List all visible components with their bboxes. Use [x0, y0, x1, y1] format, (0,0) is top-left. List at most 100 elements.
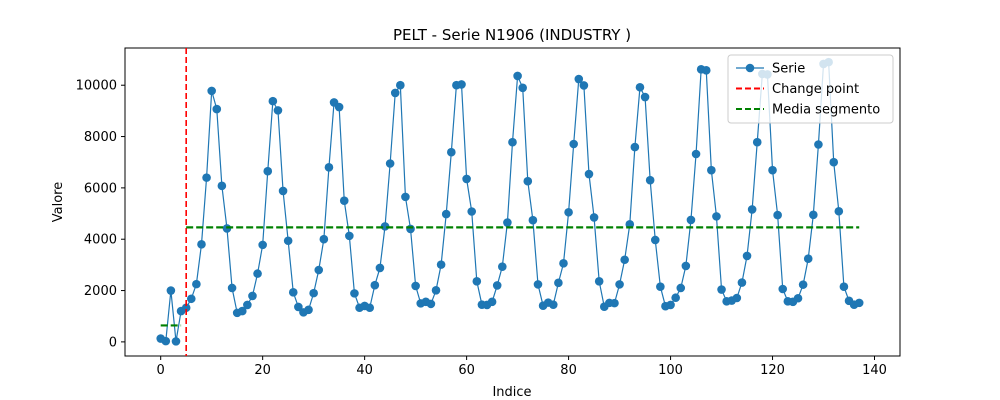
series-point [559, 259, 568, 268]
series-point [498, 262, 507, 271]
series-point [523, 176, 533, 186]
series-point [319, 234, 329, 244]
series-point [375, 263, 385, 273]
series-point [620, 255, 629, 265]
series-point [283, 236, 293, 246]
series-point [854, 298, 864, 308]
series-point [304, 305, 313, 315]
series-point [752, 137, 762, 147]
series-point [712, 212, 721, 221]
series-point [227, 283, 237, 293]
series-point [584, 169, 594, 179]
series-point [630, 142, 640, 152]
series-point [487, 297, 497, 307]
x-tick-label: 20 [254, 363, 271, 378]
series-point [778, 284, 788, 294]
series-point [380, 222, 390, 231]
series-point [528, 215, 538, 225]
x-axis: 0 20 40 60 80 100 120 140 [157, 356, 887, 378]
series-point [467, 207, 477, 216]
series-point [263, 166, 273, 176]
x-tick-label: 120 [760, 363, 785, 378]
series-point [411, 281, 420, 291]
x-axis-label: Indice [492, 385, 531, 400]
series-point [671, 293, 680, 303]
series-point [737, 278, 747, 287]
series-point [707, 165, 716, 175]
x-tick-label: 100 [658, 363, 683, 378]
series-point [513, 71, 522, 81]
series-point [681, 261, 691, 271]
series-point [370, 280, 380, 290]
y-tick-label: 10000 [76, 79, 117, 94]
series-point [181, 303, 191, 313]
series-point [457, 80, 466, 89]
series-point [579, 81, 589, 90]
series-point [656, 282, 665, 292]
legend-label: Serie [772, 62, 805, 77]
series-point [518, 83, 527, 93]
series-point [217, 181, 227, 191]
series-point [809, 210, 818, 220]
legend: Serie Change point Media segmento [727, 54, 894, 124]
series-point [385, 159, 395, 168]
series-point [635, 82, 645, 92]
series-point [615, 280, 624, 289]
series-point [288, 288, 298, 297]
series-point [401, 192, 410, 202]
x-tick-label: 40 [356, 363, 373, 378]
series-point [548, 300, 558, 309]
series-point [365, 303, 375, 313]
series-point [691, 149, 701, 159]
series-point [207, 86, 216, 96]
y-tick-label: 4000 [84, 233, 117, 248]
series-point [508, 137, 517, 147]
series-point [829, 157, 839, 167]
series-point [645, 175, 655, 185]
series-point [192, 279, 201, 289]
chart-title: PELT - Serie N1906 (INDUSTRY ) [393, 26, 631, 44]
series-point [610, 298, 619, 308]
series-point [273, 106, 283, 115]
series-point [742, 251, 752, 261]
series-point [350, 289, 359, 298]
series-point [793, 293, 803, 303]
series-point [253, 269, 262, 278]
series-point [441, 209, 451, 219]
series-point [564, 207, 573, 217]
x-tick-label: 0 [157, 363, 165, 378]
series-point [574, 74, 584, 84]
series-point [589, 213, 599, 222]
series-point [345, 231, 354, 241]
series-point [431, 285, 441, 295]
series-point [171, 337, 181, 346]
series-point [436, 260, 446, 269]
series-point [396, 80, 405, 90]
x-tick-label: 80 [560, 363, 577, 378]
series-point [324, 163, 334, 172]
series-point [666, 300, 675, 310]
series-point [186, 294, 196, 304]
series-point [243, 300, 252, 310]
legend-box [727, 54, 894, 124]
y-tick-label: 0 [109, 335, 117, 350]
series-point [258, 240, 267, 250]
series-point [334, 102, 344, 112]
y-tick-label: 6000 [84, 181, 117, 196]
series-point [814, 140, 823, 149]
series-point [197, 240, 206, 249]
y-axis: 0 2000 4000 6000 8000 10000 [76, 79, 125, 350]
legend-marker-serie [745, 63, 755, 73]
series-point [237, 306, 247, 316]
plot-area [156, 48, 864, 356]
series-point [798, 280, 808, 289]
series-point [686, 215, 696, 225]
y-axis-label: Valore [51, 182, 66, 222]
series-point [768, 165, 777, 175]
series-point [834, 206, 844, 216]
series-point [839, 282, 849, 292]
series-point [202, 173, 211, 182]
series-point [701, 66, 711, 75]
series-point [212, 104, 222, 114]
